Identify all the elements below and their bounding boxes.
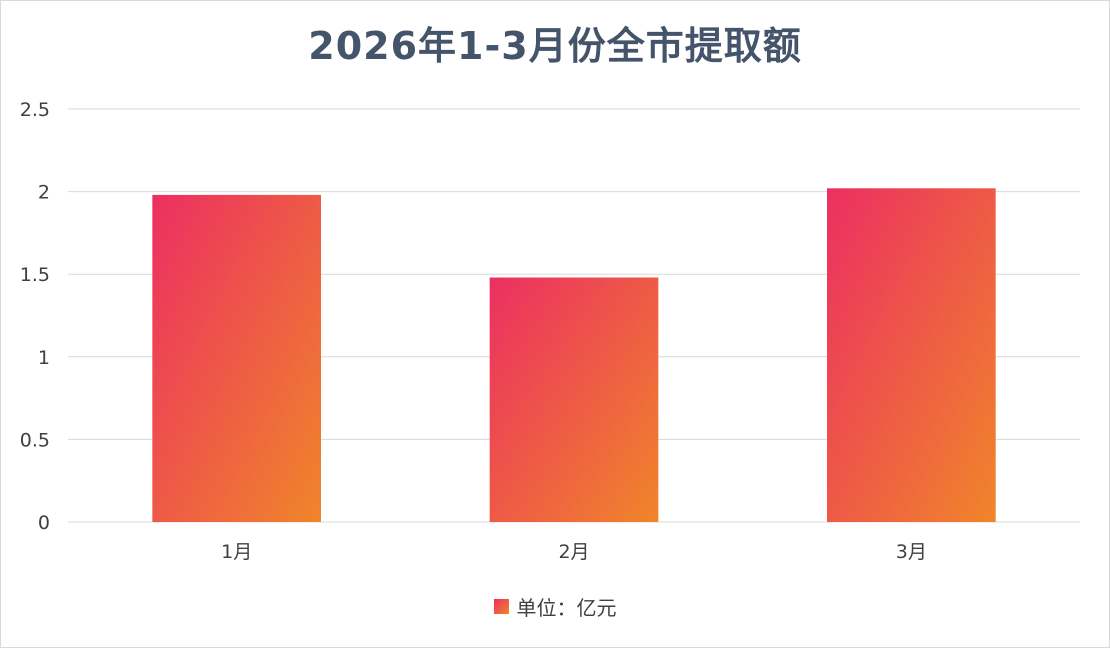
y-tick-label: 2 bbox=[38, 182, 50, 204]
y-tick-label: 0 bbox=[38, 512, 50, 534]
bar-1 bbox=[152, 194, 321, 523]
chart-title: 2026年1-3月份全市提取额 bbox=[308, 24, 802, 68]
y-tick-label: 1.5 bbox=[20, 264, 50, 286]
x-tick-label: 1月 bbox=[221, 541, 252, 563]
x-tick-label: 2月 bbox=[558, 541, 589, 563]
legend-swatch bbox=[493, 599, 509, 614]
legend: 单位：亿元 bbox=[0, 592, 1110, 621]
bar-2 bbox=[489, 277, 659, 522]
y-tick-label: 2.5 bbox=[20, 99, 50, 121]
bar-3 bbox=[827, 188, 996, 522]
x-tick-label: 3月 bbox=[896, 541, 927, 563]
y-tick-label: 0.5 bbox=[20, 429, 50, 451]
legend-label: 单位：亿元 bbox=[516, 596, 617, 620]
y-tick-label: 1 bbox=[38, 347, 50, 369]
